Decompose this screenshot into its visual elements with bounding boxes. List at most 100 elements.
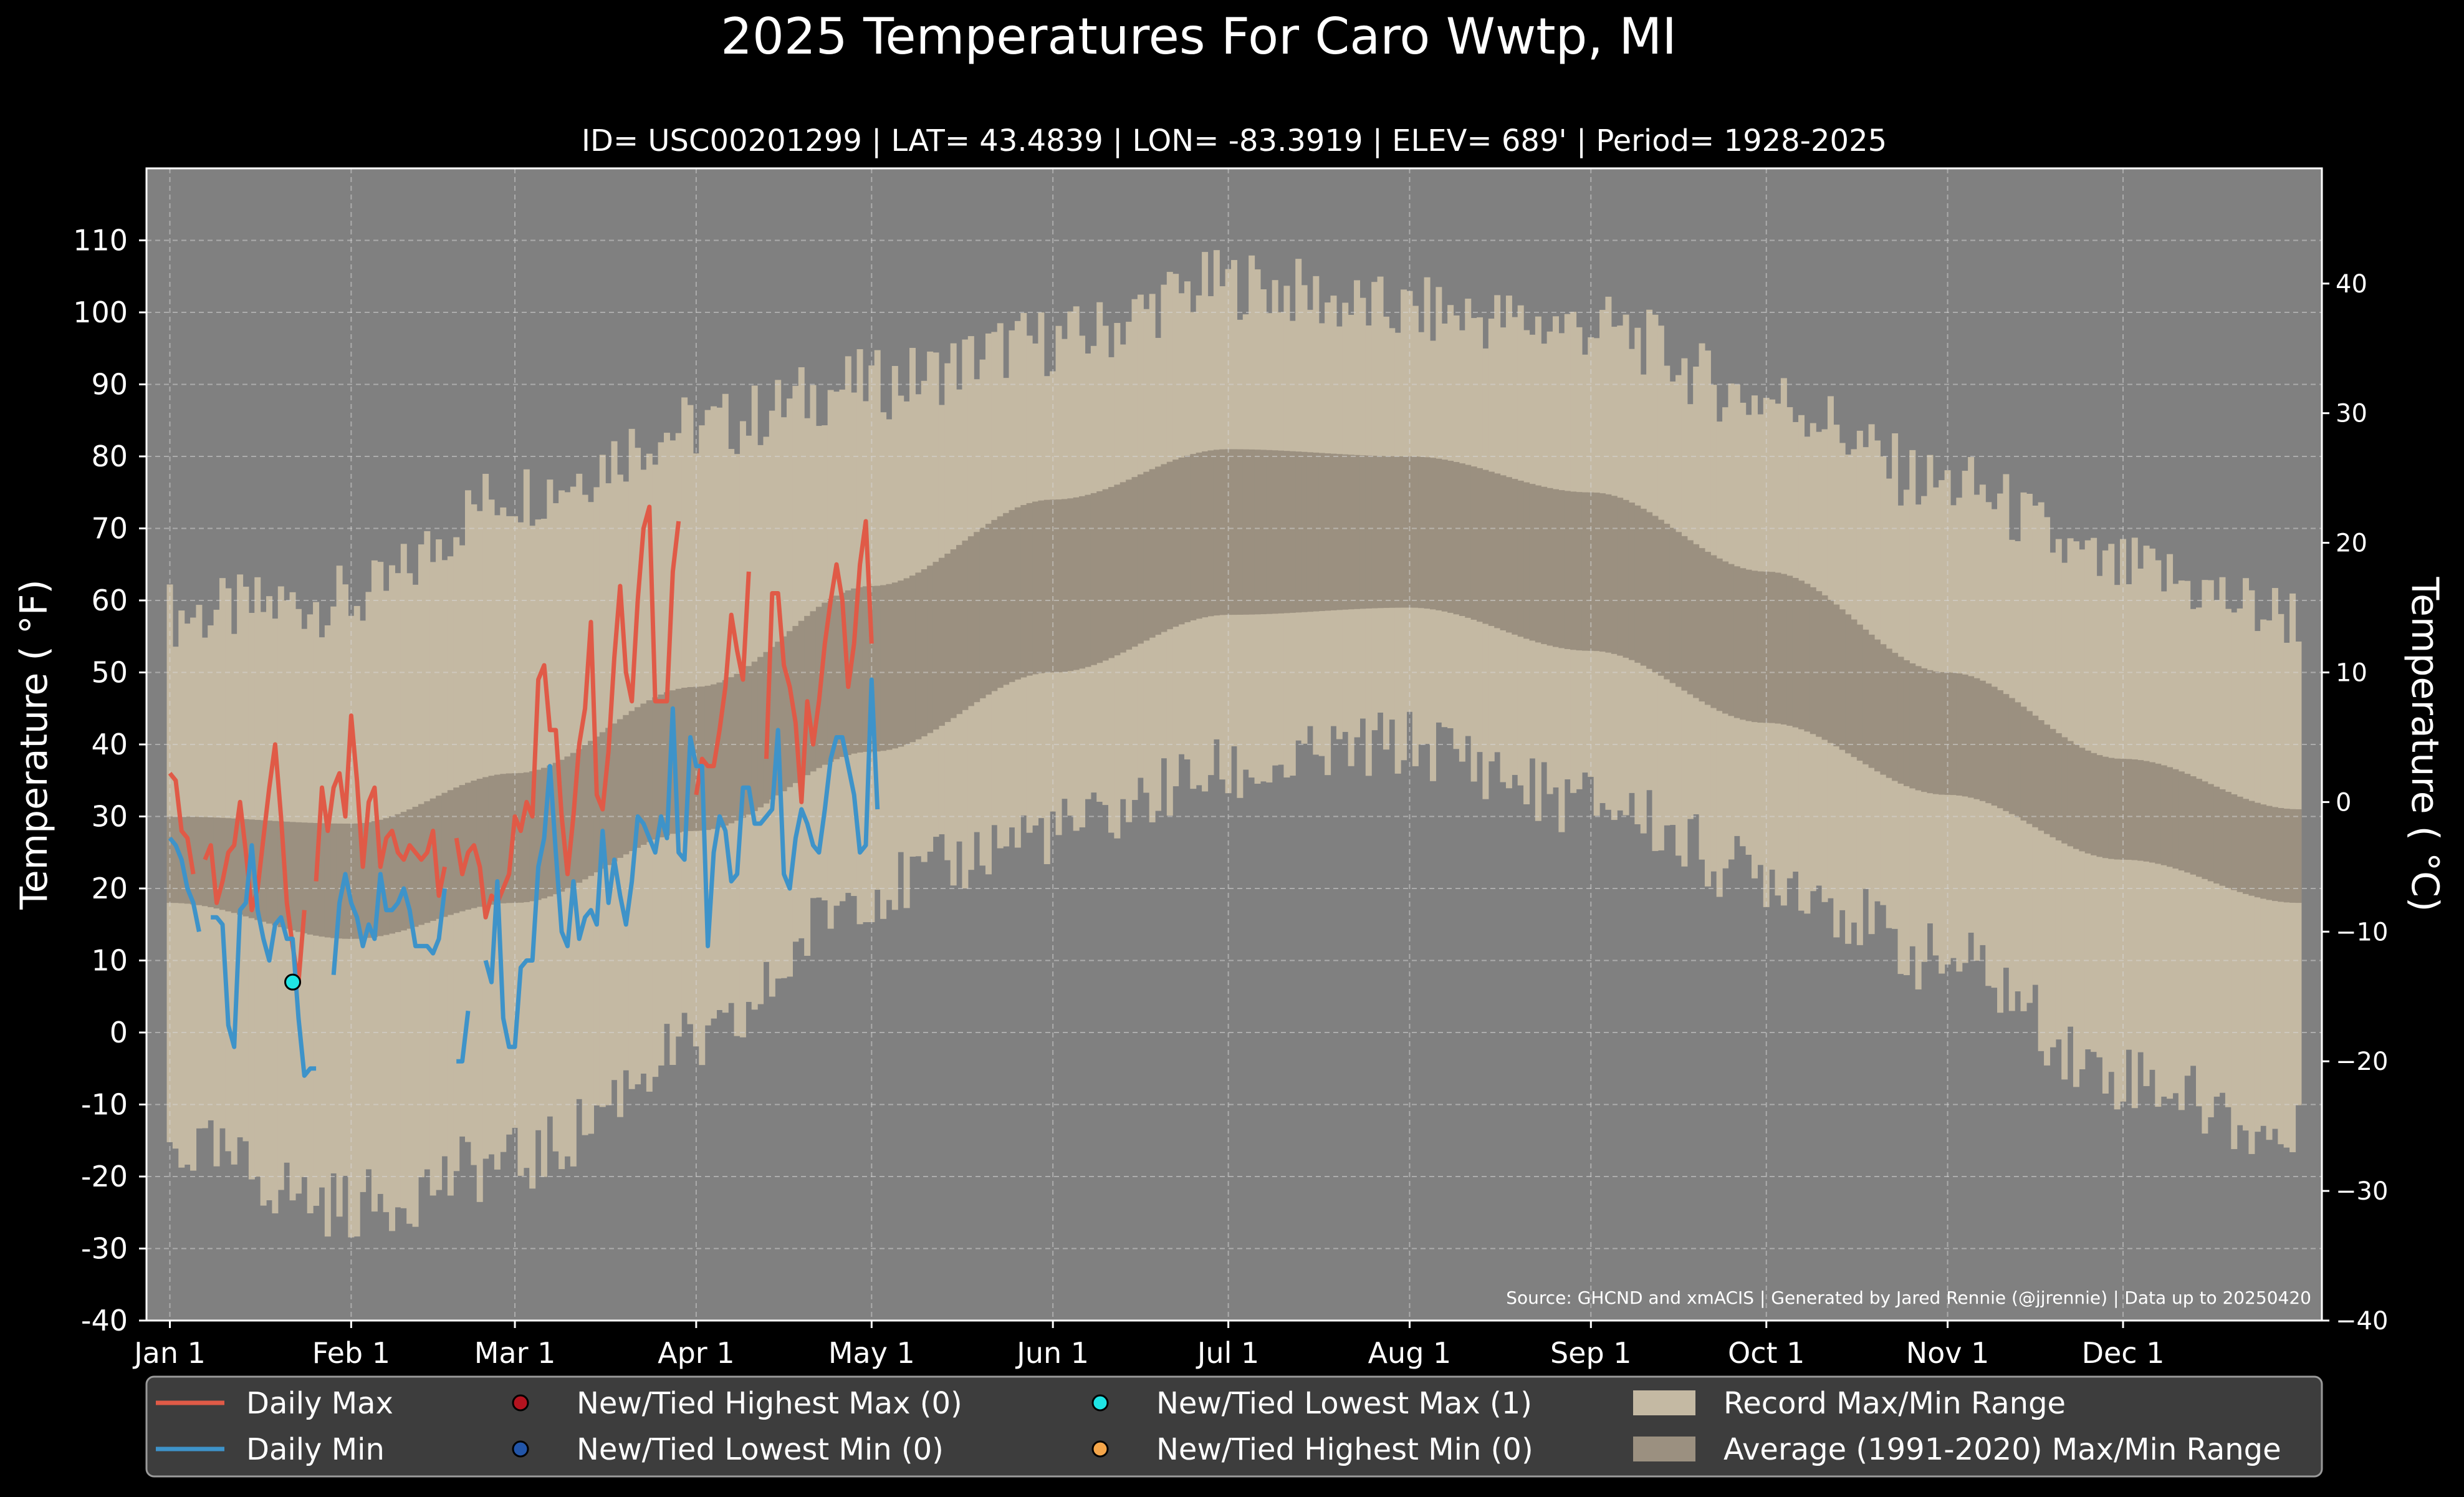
normal-range-bar [979,527,986,698]
normal-range-bar [1488,471,1495,626]
normal-range-bar [1710,555,1717,708]
y-axis-label: Temperature ( °F) [12,579,56,910]
normal-range-bar [1365,455,1372,609]
normal-range-bar [1306,452,1313,612]
normal-range-bar [1599,493,1606,652]
normal-range-bar [512,773,519,903]
normal-range-bar [909,575,916,743]
normal-range-bar [266,821,273,924]
normal-range-bar [1617,498,1624,656]
normal-range-bar [669,690,676,834]
normal-range-bar [1406,456,1413,608]
normal-range-bar [2167,767,2174,867]
normal-range-bar [1067,498,1074,671]
normal-range-bar [658,695,664,837]
chart-subtitle: ID= USC00201299 | LAT= 43.4839 | LON= -8… [582,123,1887,158]
normal-range-bar [1272,450,1278,614]
normal-range-bar [1260,450,1267,615]
normal-range-bar [1775,572,1781,724]
normal-range-bar [1646,512,1653,669]
normal-range-bar [967,536,974,706]
normal-range-bar [1874,639,1881,772]
x-tick-label: Sep 1 [1550,1336,1632,1370]
series-lines [168,504,880,1078]
normal-range-bar [301,822,308,933]
normal-range-bar [1359,455,1366,609]
normal-range-bar [2236,796,2243,892]
y-right-tick-label: −10 [2336,918,2388,946]
y-tick-label: 40 [91,728,128,761]
normal-range-bar [1962,674,1968,797]
normal-range-bar [1856,624,1863,761]
normal-range-bar [1389,456,1396,608]
y-right-tick-label: −30 [2336,1177,2388,1206]
normal-range-bar [1927,670,1934,794]
normal-range-bar [1325,453,1331,611]
normal-range-bar [424,801,431,923]
y-tick-label: 100 [73,296,128,329]
normal-range-bar [2126,759,2132,860]
normal-range-bar [529,771,536,902]
normal-range-bar [728,677,735,824]
y-right-tick-label: 10 [2336,659,2367,688]
y-right-tick-label: 40 [2336,270,2367,299]
normal-range-bar [2149,762,2155,863]
normal-range-bar [950,549,957,718]
normal-range-bar [1371,455,1378,609]
normal-range-bar [1482,469,1489,624]
normal-range-bar [1845,614,1852,754]
normal-range-bar [260,820,267,922]
normal-range-bar [1494,473,1501,628]
normal-range-bar [1804,584,1811,732]
y-tick-label: 10 [91,944,128,978]
normal-range-bar [880,585,887,751]
normal-range-bar [1207,450,1214,617]
normal-range-bar [2278,807,2284,902]
y-tick-label: 0 [110,1016,128,1049]
normal-range-bar [775,642,782,796]
normal-range-bar [1956,673,1963,796]
left-axis-ticks: -40 -30 -20 -10 0 10 20 30 40 50 60 70 80 90 100 110 [73,224,146,1337]
y-tick-label: 50 [91,656,128,690]
normal-range-bar [500,774,507,903]
normal-range-bar [237,819,244,915]
normal-range-bar [851,588,858,754]
normal-range-bar [1669,527,1676,683]
normal-range-bar [289,822,296,931]
normal-range-bar [1558,490,1565,648]
normal-range-bar [2055,733,2062,840]
normal-range-bar [681,688,688,832]
normal-range-bar [494,774,501,904]
legend-box [145,1375,2323,1478]
normal-range-bar [1798,580,1805,729]
right-axis-ticks: −40 −30 −20 −10 0 10 20 30 40 [2322,270,2388,1336]
normal-range-bar [319,823,325,937]
normal-range-bar [1985,683,1992,804]
y-tick-label: 60 [91,584,128,617]
y-tick-label: -40 [81,1304,128,1337]
normal-range-bar [1073,497,1080,670]
normal-range-bar [1833,604,1840,747]
normal-range-bar [780,636,787,792]
y-tick-label: 80 [91,440,128,473]
normal-range-bar [2143,761,2150,862]
normal-range-bar [2207,784,2214,882]
normal-range-bar [1553,489,1559,647]
normal-range-bar [225,818,232,912]
normal-range-bar [2172,769,2179,869]
normal-range-bar [1541,486,1548,645]
normal-range-bar [1143,471,1150,641]
normal-range-bar [2225,792,2232,888]
normal-range-bar [547,765,554,897]
legend-label-daily-min: Daily Min [246,1432,385,1467]
normal-range-bar [1429,458,1436,610]
normal-range-bar [371,821,378,937]
legend-label-average-1991-2020-max-min-range: Average (1991-2020) Max/Min Range [1723,1432,2281,1467]
normal-range-bar [1061,499,1068,672]
normal-range-bar [1278,450,1285,614]
normal-range-bar [646,700,653,842]
normal-range-bar [1523,482,1530,639]
normal-range-bar [1681,536,1688,691]
normal-range-bar [1166,461,1173,630]
normal-range-bar [441,792,448,917]
